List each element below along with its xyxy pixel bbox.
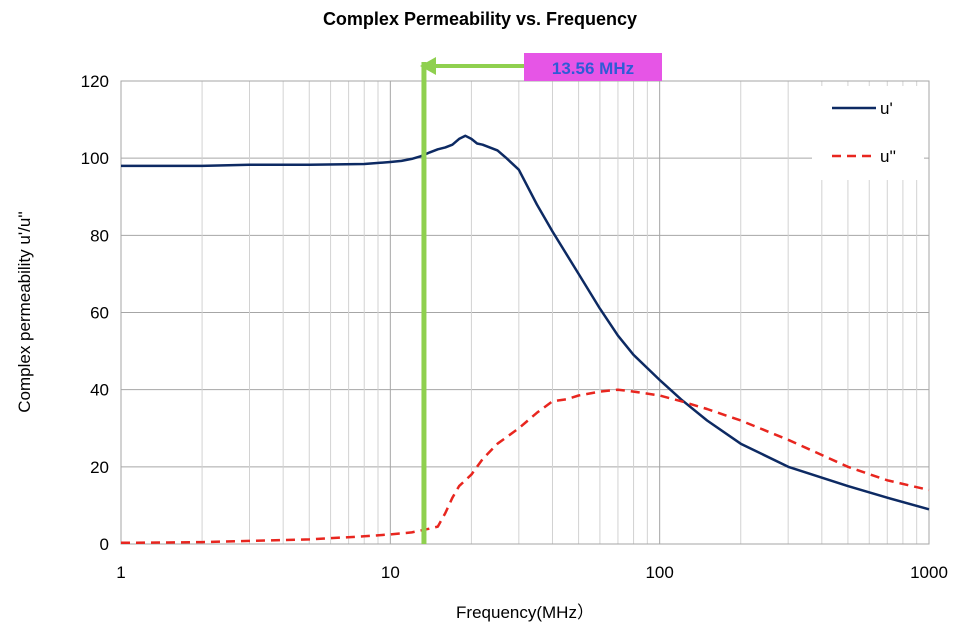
chart-title: Complex Permeability vs. Frequency — [323, 9, 637, 29]
y-tick-label: 0 — [100, 535, 109, 554]
y-tick-label: 20 — [90, 458, 109, 477]
legend: u' u'' — [812, 86, 924, 180]
annotation-label: 13.56 MHz — [552, 59, 634, 78]
x-tick-label: 1 — [116, 563, 125, 582]
legend-label: u'' — [880, 147, 896, 166]
series-line-u-double-prime — [120, 388, 930, 545]
x-axis-label: Frequency(MHz） — [456, 603, 594, 622]
annotation-arrow-head — [420, 57, 436, 75]
series-line-u-prime — [121, 134, 930, 511]
x-tick-label: 10 — [381, 563, 400, 582]
x-tick-label: 1000 — [910, 563, 948, 582]
y-tick-label: 60 — [90, 304, 109, 323]
annotation: 13.56 MHz — [420, 53, 662, 544]
annotation-label-background — [524, 53, 662, 81]
y-tick-label: 40 — [90, 381, 109, 400]
series-layer — [120, 134, 930, 545]
y-axis-label: Complex permeability u'/u'' — [15, 211, 34, 413]
legend-label: u' — [880, 99, 893, 118]
legend-background — [812, 86, 924, 180]
grid — [121, 80, 929, 545]
y-tick-label: 100 — [81, 149, 109, 168]
y-tick-label: 120 — [81, 72, 109, 91]
x-tick-label: 100 — [645, 563, 673, 582]
y-tick-label: 80 — [90, 226, 109, 245]
